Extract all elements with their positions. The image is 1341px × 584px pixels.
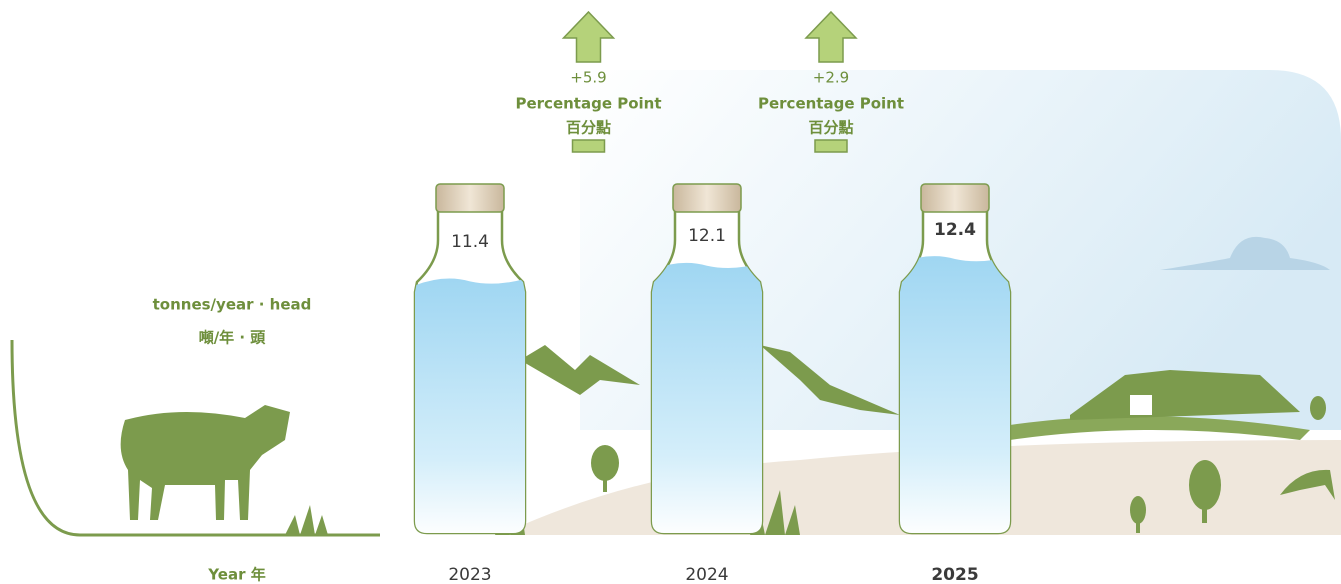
annotation-text-zh: 百分點 [566, 119, 611, 137]
page: {"chart_data": {"type": "bottle", "y_lab… [0, 0, 1341, 584]
x-label: Year 年 [207, 566, 265, 584]
barn-door [1130, 395, 1152, 415]
milk [410, 277, 530, 538]
arrow [806, 12, 856, 62]
x-tick-label: 2024 [685, 565, 728, 584]
annotation-value: +2.9 [813, 69, 849, 87]
value-label: 12.4 [934, 220, 976, 240]
y-label: tonnes/year · head [153, 296, 312, 314]
milk [647, 262, 767, 538]
y-label-zh: 噸/年 · 頭 [199, 329, 267, 347]
annotation-text: Percentage Point [515, 95, 661, 113]
value-label: 11.4 [451, 232, 489, 252]
annotation-value: +5.9 [570, 69, 606, 87]
x-tick-label: 2025 [931, 565, 978, 584]
arrow [564, 12, 614, 62]
bottle-cap [673, 184, 741, 212]
arrow-base [815, 140, 847, 152]
chart: tonnes/year · head 噸/年 · 頭 Year 年 11.4 20… [0, 0, 1341, 584]
bottle-cap [921, 184, 989, 212]
annotation-text-zh: 百分點 [808, 119, 853, 137]
cow [121, 405, 290, 520]
annotation-text: Percentage Point [758, 95, 904, 113]
arrow-base [573, 140, 605, 152]
value-label: 12.1 [688, 226, 726, 246]
milk [895, 255, 1015, 538]
x-tick-label: 2023 [448, 565, 491, 584]
bottle-cap [436, 184, 504, 212]
